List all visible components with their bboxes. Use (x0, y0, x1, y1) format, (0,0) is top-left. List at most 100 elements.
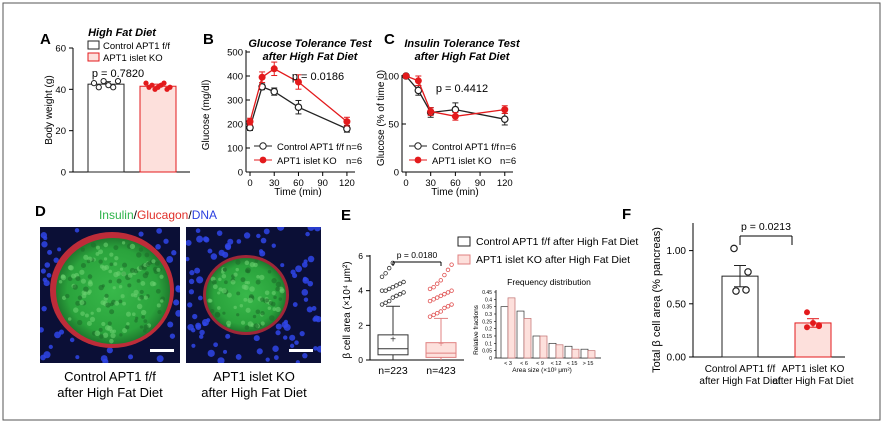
panel-b-xtick-label: 90 (317, 178, 328, 189)
nucleus-dot (44, 262, 51, 268)
panel-f-point (804, 324, 810, 331)
islet-cell-dot (160, 299, 164, 303)
panel-f-point (810, 319, 816, 326)
panel-e-outlier (427, 286, 433, 292)
panel-e-outlier (379, 302, 385, 307)
panel-c-point (500, 115, 509, 124)
islet-cell-dot (139, 289, 144, 295)
panel-e-outlier (383, 271, 388, 276)
panel-f-point (804, 309, 810, 316)
nucleus-dot (283, 323, 291, 331)
nucleus-dot (166, 256, 174, 263)
islet-cell-dot (142, 329, 147, 333)
panel-b-legend-control-marker (259, 142, 267, 150)
islet-cell-dot (94, 330, 101, 337)
islet-cell-dot (247, 297, 253, 304)
nucleus-dot (225, 333, 231, 339)
panel-e-letter: E (341, 207, 351, 224)
islet-cell-dot (72, 284, 78, 290)
stain-sep-1: / (134, 208, 138, 222)
caption-control-1: Control APT1 f/f (64, 369, 156, 384)
panel-e-hist-bar (548, 342, 557, 359)
panel-a-point (143, 80, 149, 86)
nucleus-dot (256, 348, 263, 355)
islet-cell-dot (279, 288, 285, 294)
islet-cell-dot (143, 295, 148, 300)
nucleus-dot (197, 295, 203, 301)
nucleus-dot (41, 241, 48, 248)
islet-cell-dot (259, 274, 265, 281)
islet-cell-dot (246, 281, 251, 285)
nucleus-dot (292, 302, 298, 307)
panel-b-marks (246, 61, 351, 133)
nucleus-dot (290, 269, 296, 275)
nucleus-dot (206, 318, 211, 323)
islet-cell-dot (221, 273, 227, 279)
panel-e-outlier (435, 281, 440, 286)
panel-b-legend-ko-marker (259, 156, 267, 164)
nucleus-dot (188, 289, 195, 295)
islet-cell-dot (126, 322, 130, 326)
islet-cell-dot (159, 274, 164, 279)
nucleus-dot (195, 324, 202, 330)
islet-cell-dot (83, 286, 89, 292)
islet-cell-dot (249, 262, 255, 268)
islet-cell-dot (230, 279, 236, 285)
nucleus-dot (256, 233, 261, 239)
panel-b-xtick-label: 120 (339, 178, 355, 189)
panel-a: A High Fat Diet Body weight (g) 0204060 … (40, 27, 190, 179)
nucleus-dot (169, 333, 176, 339)
islet-cell-dot (90, 311, 94, 315)
islet-cell-dot (275, 281, 282, 288)
panel-e-hist-ytick-label: 0.45 (482, 290, 492, 296)
islet-cell-dot (131, 312, 136, 317)
islet-cell-dot (222, 311, 226, 315)
panel-c-point (414, 77, 422, 85)
islet-cell-dot (278, 297, 283, 301)
islet-cell-dot (89, 316, 96, 322)
islet-cell-dot (233, 272, 238, 277)
islet-cell-dot (103, 257, 108, 261)
islet-cell-dot (58, 280, 63, 284)
panel-c-ticks: 0 30 60 90 120 0 50 100 (383, 72, 513, 190)
nucleus-dot (202, 322, 207, 327)
islet-cell-dot (104, 293, 109, 298)
panel-c: C Insulin Tolerance Test after High Fat … (376, 31, 521, 198)
nucleus-dot (54, 331, 61, 339)
nucleus-dot (75, 355, 80, 360)
panel-e-outlier (397, 291, 403, 297)
panel-b-legend-control-n: n=6 (346, 142, 362, 153)
panel-c-legend-ko-marker (414, 156, 422, 164)
panel-b-ytick-label: 0 (238, 168, 243, 179)
panel-e-hist-xtick-label: > 15 (583, 361, 594, 367)
nucleus-dot (189, 270, 195, 276)
stain-glucagon: Glucagon (137, 208, 188, 222)
panel-a-bar (87, 83, 125, 173)
islet-cell-dot (253, 323, 259, 329)
nucleus-dot (260, 237, 267, 244)
islet-cell-dot (144, 252, 150, 258)
islet-cell-dot (136, 252, 142, 258)
panel-a-yticks: 0 20 40 60 (55, 44, 73, 179)
panel-b-point (258, 73, 266, 81)
islet-cell-dot (71, 273, 76, 279)
islet-cell-dot (254, 259, 259, 264)
panel-e-hist-ytick-label: 0.05 (482, 349, 492, 355)
panel-a-ytick-label: 20 (55, 126, 66, 137)
panel-e-marks: + + (377, 260, 457, 360)
islet-cell-dot (240, 320, 246, 325)
panel-b-title-1: Glucose Tolerance Test (248, 38, 373, 50)
panel-f-ytick-label: 0.50 (667, 299, 687, 310)
scale-bar-right (289, 349, 313, 352)
islet-cell-dot (127, 273, 133, 278)
panel-e-legend-control: Control APT1 f/f after High Fat Diet (476, 236, 638, 248)
panel-a-pvalue: p = 0.7820 (92, 68, 144, 80)
nucleus-dot (46, 273, 52, 278)
nucleus-dot (299, 331, 305, 337)
nucleus-dot (207, 248, 213, 254)
nucleus-dot (316, 345, 321, 353)
panel-f-bar (721, 275, 759, 358)
islet-cell-dot (134, 319, 138, 323)
nucleus-dot (138, 231, 144, 237)
islet-cell-dot (136, 303, 143, 310)
